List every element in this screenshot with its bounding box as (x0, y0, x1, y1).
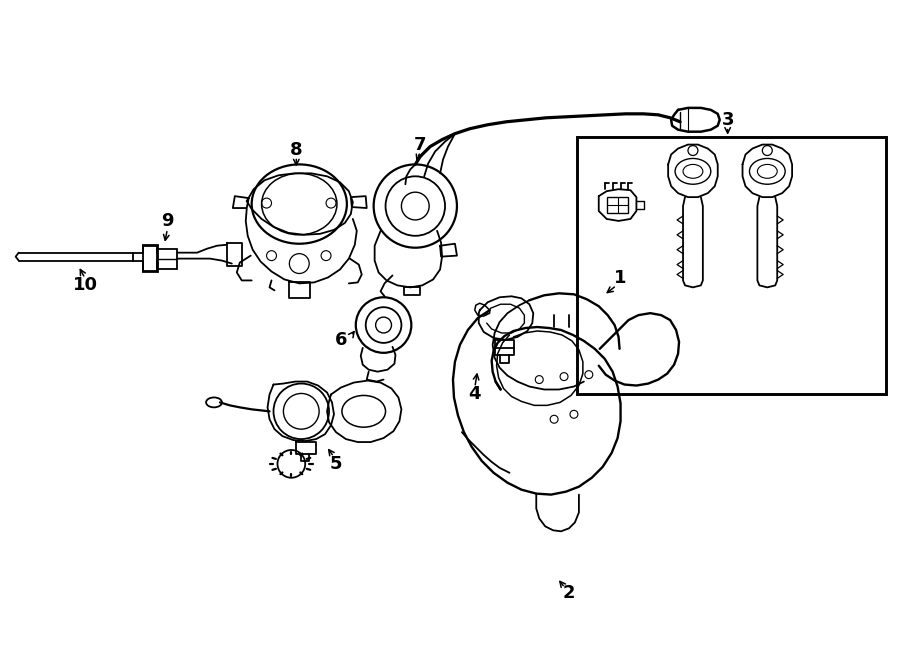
Text: 3: 3 (722, 111, 734, 129)
Bar (607, 197, 628, 213)
Bar (142, 245, 158, 272)
Text: 5: 5 (329, 455, 342, 473)
Bar (577, 137, 886, 395)
Text: 2: 2 (562, 584, 575, 602)
Text: 10: 10 (73, 276, 97, 294)
Text: 9: 9 (161, 212, 174, 230)
Text: 4: 4 (469, 385, 481, 403)
Bar (158, 249, 177, 268)
Text: 7: 7 (414, 136, 427, 153)
Text: 6: 6 (335, 331, 347, 349)
Text: 8: 8 (290, 141, 302, 159)
Text: 1: 1 (615, 270, 626, 288)
